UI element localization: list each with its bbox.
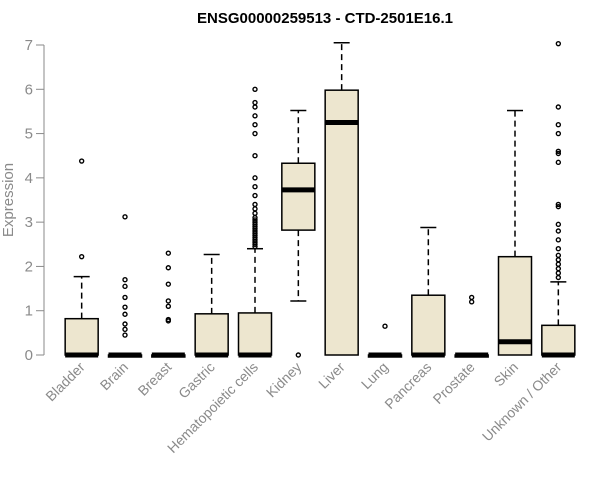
outlier-point (252, 210, 258, 216)
box-body (194, 313, 229, 356)
outlier-point (555, 104, 562, 110)
outlier-point (122, 294, 128, 301)
outlier-point (252, 99, 258, 106)
box-bladder (64, 158, 99, 358)
outlier-point (252, 130, 258, 137)
x-tick-label: Liver (315, 359, 348, 392)
box-breast (151, 250, 186, 358)
box-kidney (281, 109, 316, 358)
x-tick-label: Brain (97, 359, 131, 393)
outlier-point (555, 150, 562, 157)
outlier-point (252, 184, 258, 190)
x-tick-label: Breast (135, 359, 175, 399)
outlier-point (122, 332, 128, 338)
outlier-point (555, 246, 562, 252)
y-tick-label: 5 (25, 126, 33, 143)
x-tick-label: Pancreas (381, 359, 434, 412)
box-lung (367, 323, 403, 358)
box-brain (107, 214, 143, 358)
box-gastric (194, 253, 229, 358)
outlier-point (78, 253, 85, 260)
y-tick-label: 6 (25, 81, 33, 98)
x-tick-label: Prostate (430, 359, 478, 407)
x-tick-label: Unknown / Other (479, 359, 565, 445)
outlier-point (252, 113, 258, 119)
outlier-point (252, 153, 258, 159)
outlier-point (468, 299, 475, 305)
box-body (324, 89, 359, 356)
y-tick-label: 2 (25, 258, 33, 275)
x-tick-label: Bladder (42, 359, 88, 405)
outlier-point (165, 298, 172, 304)
box-unknown-other (541, 40, 576, 358)
outlier-point (382, 323, 388, 329)
outlier-point (122, 311, 128, 317)
outlier-point (252, 175, 258, 181)
outlier-point (555, 252, 562, 259)
box-body (237, 312, 273, 356)
x-tick-label: Kidney (263, 359, 305, 401)
outlier-point (252, 192, 258, 199)
outlier-point (555, 270, 562, 276)
outlier-point (78, 158, 85, 164)
outlier-point (555, 265, 562, 272)
x-tick-label: Skin (491, 359, 522, 390)
outlier-point (555, 148, 562, 154)
outlier-point (555, 261, 562, 267)
outlier-point (165, 303, 172, 309)
y-tick-label: 3 (25, 214, 33, 231)
y-axis-label: Expression (0, 163, 17, 237)
outlier-point (122, 304, 128, 310)
outlier-point (555, 122, 562, 128)
box-prostate (454, 294, 489, 358)
outlier-point (122, 321, 128, 327)
outlier-point (252, 217, 258, 223)
outlier-point (252, 206, 258, 212)
outlier-point (165, 250, 172, 256)
outlier-point (555, 40, 562, 47)
outlier-point (555, 237, 562, 243)
box-skin (497, 109, 533, 356)
outlier-point (165, 265, 172, 271)
outlier-point (555, 201, 562, 208)
outlier-point (555, 159, 562, 166)
x-tick-label: Lung (358, 359, 391, 392)
y-tick-label: 1 (25, 303, 33, 320)
y-axis: 0 1 2 3 4 5 6 7 (25, 37, 45, 364)
y-tick-label: 0 (25, 347, 33, 364)
outlier-point (555, 130, 562, 137)
outlier-point (555, 228, 562, 234)
outlier-point (252, 86, 258, 92)
box-pancreas (411, 226, 446, 358)
outlier-point (122, 277, 128, 283)
box-body (497, 255, 533, 356)
box-liver (324, 42, 359, 356)
outlier-point (555, 203, 562, 210)
outlier-point (252, 122, 258, 128)
outlier-point (555, 221, 562, 228)
chart-title: ENSG00000259513 - CTD-2501E16.1 (197, 10, 453, 27)
outlier-point (468, 294, 475, 301)
box-body (411, 294, 446, 356)
y-tick-label: 4 (25, 170, 33, 187)
outlier-point (165, 281, 172, 287)
outlier-point (555, 257, 562, 263)
outlier-point (165, 316, 172, 323)
box-body (64, 317, 99, 356)
outlier-point (252, 104, 258, 110)
box-hematopoietic-cells (237, 86, 273, 358)
y-tick-label: 7 (25, 37, 33, 54)
box-body (281, 162, 316, 231)
outlier-point (122, 326, 128, 333)
outlier-point (252, 201, 258, 208)
outlier-point (122, 283, 128, 290)
outlier-point (295, 352, 302, 358)
box-series (64, 40, 576, 358)
outlier-point (555, 274, 562, 281)
outlier-point (122, 214, 128, 220)
box-body (541, 324, 576, 356)
x-tick-label: Gastric (175, 359, 218, 402)
